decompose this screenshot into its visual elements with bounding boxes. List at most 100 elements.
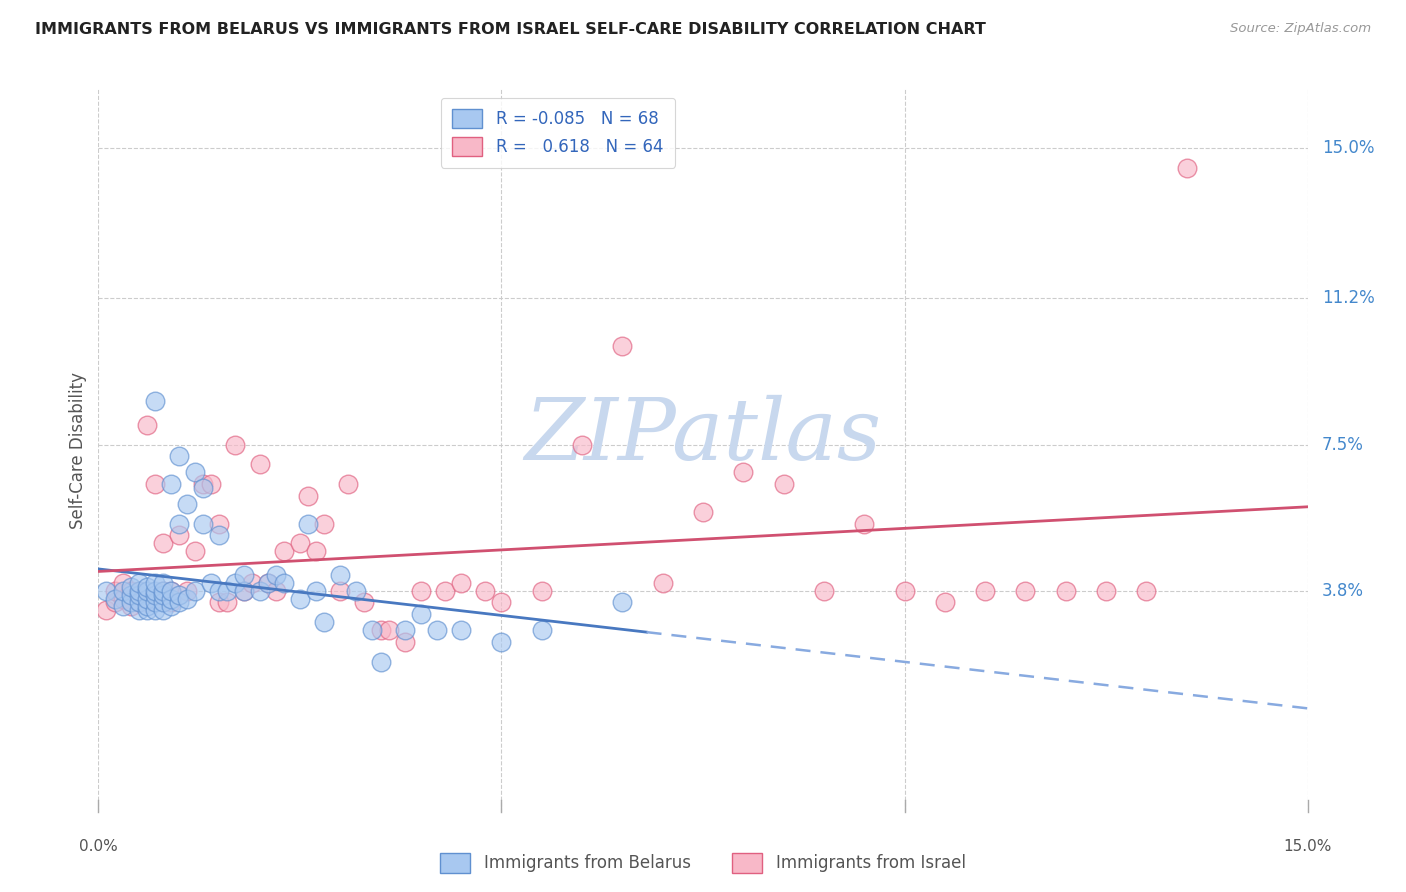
- Point: [128, 603, 150, 617]
- Point: [361, 623, 384, 637]
- Point: [288, 591, 311, 606]
- Point: [120, 588, 142, 602]
- Point: [193, 477, 215, 491]
- Point: [167, 588, 190, 602]
- Point: [232, 567, 254, 582]
- Point: [377, 623, 399, 637]
- Point: [491, 635, 513, 649]
- Point: [344, 583, 367, 598]
- Point: [353, 595, 375, 609]
- Point: [474, 583, 496, 598]
- Point: [111, 583, 134, 598]
- Point: [297, 489, 319, 503]
- Point: [135, 583, 157, 598]
- Point: [128, 583, 150, 598]
- Point: [152, 583, 174, 598]
- Point: [394, 623, 416, 637]
- Point: [152, 583, 174, 598]
- Point: [329, 567, 352, 582]
- Point: [103, 583, 125, 598]
- Point: [120, 599, 142, 614]
- Point: [143, 595, 166, 609]
- Point: [305, 544, 328, 558]
- Point: [135, 595, 157, 609]
- Point: [256, 575, 278, 590]
- Point: [135, 599, 157, 614]
- Point: [370, 623, 392, 637]
- Point: [143, 588, 166, 602]
- Point: [184, 544, 207, 558]
- Point: [651, 575, 673, 590]
- Point: [314, 615, 336, 630]
- Point: [176, 591, 198, 606]
- Point: [160, 583, 183, 598]
- Point: [329, 583, 352, 598]
- Point: [167, 450, 190, 464]
- Point: [160, 591, 183, 606]
- Point: [853, 516, 876, 531]
- Point: [337, 477, 360, 491]
- Point: [135, 603, 157, 617]
- Point: [152, 603, 174, 617]
- Point: [96, 583, 118, 598]
- Point: [224, 575, 246, 590]
- Point: [143, 575, 166, 590]
- Point: [152, 575, 174, 590]
- Point: [491, 595, 513, 609]
- Point: [612, 339, 634, 353]
- Point: [434, 583, 457, 598]
- Point: [530, 583, 553, 598]
- Point: [450, 575, 472, 590]
- Point: [409, 607, 432, 622]
- Text: Source: ZipAtlas.com: Source: ZipAtlas.com: [1230, 22, 1371, 36]
- Y-axis label: Self-Care Disability: Self-Care Disability: [69, 372, 87, 529]
- Point: [103, 591, 125, 606]
- Point: [111, 575, 134, 590]
- Text: 3.8%: 3.8%: [1322, 582, 1364, 599]
- Point: [232, 583, 254, 598]
- Point: [167, 516, 190, 531]
- Point: [128, 595, 150, 609]
- Point: [167, 595, 190, 609]
- Point: [370, 655, 392, 669]
- Point: [111, 599, 134, 614]
- Point: [394, 635, 416, 649]
- Point: [273, 544, 295, 558]
- Point: [1054, 583, 1077, 598]
- Point: [193, 481, 215, 495]
- Point: [184, 583, 207, 598]
- Point: [128, 583, 150, 598]
- Point: [143, 394, 166, 409]
- Point: [103, 595, 125, 609]
- Text: 15.0%: 15.0%: [1322, 139, 1375, 157]
- Point: [208, 595, 231, 609]
- Point: [813, 583, 835, 598]
- Point: [160, 583, 183, 598]
- Point: [612, 595, 634, 609]
- Point: [264, 583, 287, 598]
- Point: [240, 575, 263, 590]
- Point: [264, 567, 287, 582]
- Point: [224, 437, 246, 451]
- Point: [143, 591, 166, 606]
- Point: [249, 457, 271, 471]
- Legend: R = -0.085   N = 68, R =   0.618   N = 64: R = -0.085 N = 68, R = 0.618 N = 64: [441, 97, 675, 168]
- Point: [200, 575, 222, 590]
- Point: [152, 536, 174, 550]
- Point: [1095, 583, 1118, 598]
- Point: [217, 583, 239, 598]
- Point: [176, 583, 198, 598]
- Point: [426, 623, 449, 637]
- Point: [273, 575, 295, 590]
- Point: [160, 599, 183, 614]
- Point: [934, 595, 956, 609]
- Point: [249, 583, 271, 598]
- Point: [135, 591, 157, 606]
- Point: [288, 536, 311, 550]
- Point: [135, 417, 157, 432]
- Point: [893, 583, 915, 598]
- Point: [772, 477, 794, 491]
- Point: [167, 528, 190, 542]
- Point: [208, 516, 231, 531]
- Text: ZIPatlas: ZIPatlas: [524, 394, 882, 477]
